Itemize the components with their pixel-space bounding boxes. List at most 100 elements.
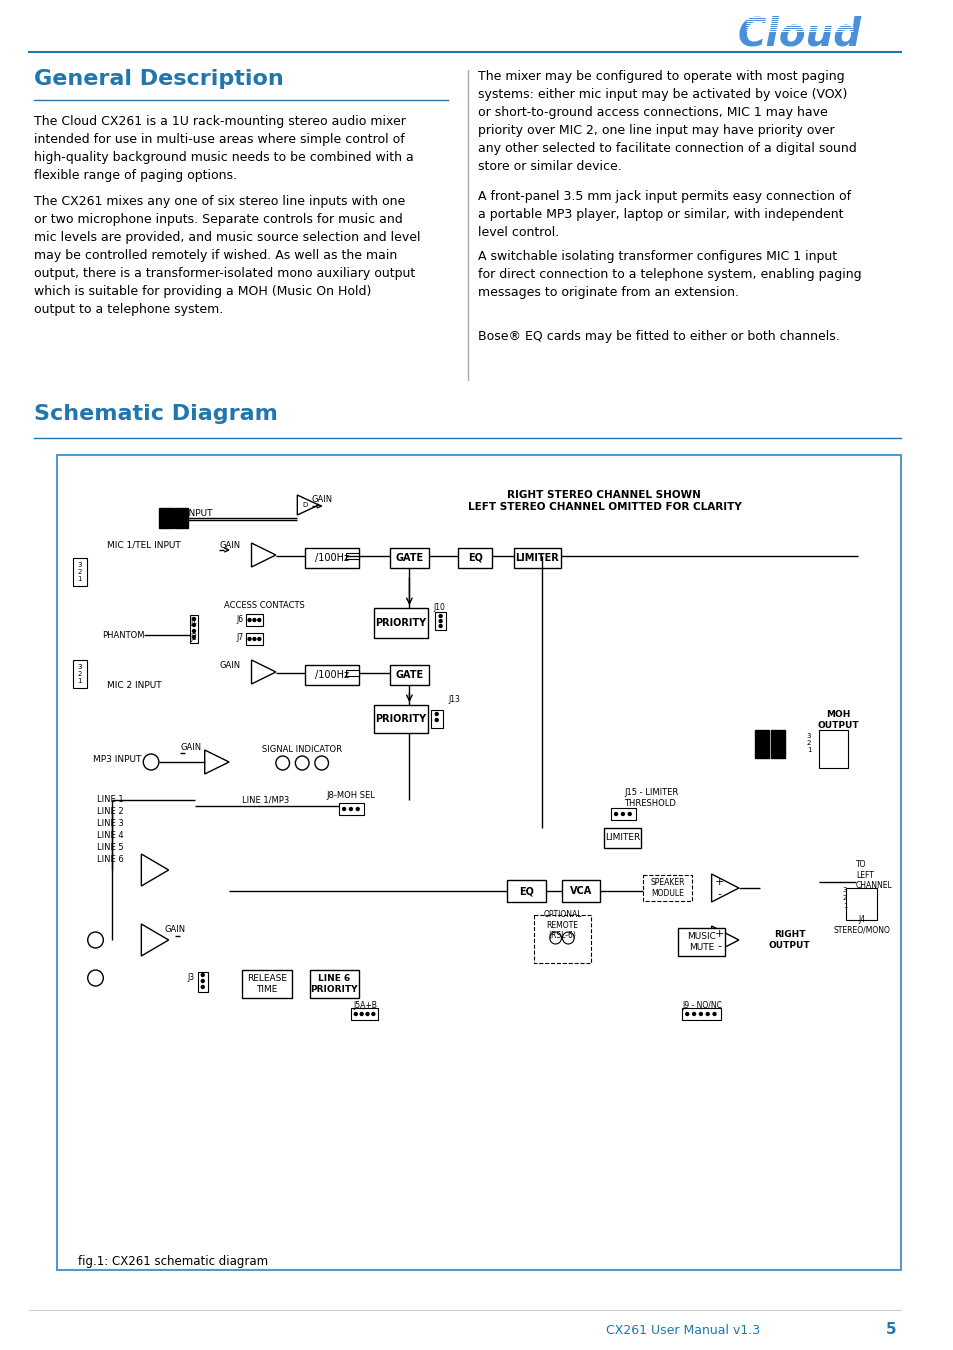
Circle shape [257, 637, 260, 640]
Text: MOH
OUTPUT: MOH OUTPUT [817, 710, 859, 730]
Bar [562, 880, 598, 902]
Bar [374, 608, 428, 639]
Text: D: D [302, 502, 308, 508]
Bar [457, 548, 492, 568]
Bar [818, 730, 847, 768]
Bar [513, 548, 560, 568]
Circle shape [712, 1012, 716, 1015]
Text: J3: J3 [188, 973, 194, 983]
Text: J6: J6 [236, 616, 243, 625]
Circle shape [620, 813, 623, 815]
Circle shape [193, 624, 195, 626]
Bar [681, 1008, 720, 1021]
Text: LINE 5: LINE 5 [97, 844, 124, 852]
Bar [245, 633, 263, 645]
Text: J15 - LIMITER
THRESHOLD: J15 - LIMITER THRESHOLD [623, 788, 678, 807]
Circle shape [253, 618, 255, 621]
Text: GATE: GATE [395, 670, 423, 680]
Circle shape [193, 617, 195, 621]
Text: J7: J7 [236, 633, 243, 643]
Text: GAIN: GAIN [165, 926, 186, 934]
Text: RIGHT
OUTPUT: RIGHT OUTPUT [768, 930, 809, 949]
Circle shape [628, 813, 631, 815]
Text: LINE 2: LINE 2 [97, 807, 124, 817]
Bar [534, 915, 590, 963]
Circle shape [705, 1012, 708, 1015]
Bar [506, 880, 545, 902]
Bar [374, 705, 428, 733]
Bar [245, 614, 263, 626]
Text: PRIORITY: PRIORITY [375, 714, 426, 724]
Bar [56, 455, 900, 1270]
Text: CX261 User Manual v1.3: CX261 User Manual v1.3 [605, 1323, 760, 1336]
Text: EQ: EQ [518, 886, 534, 896]
Text: J5A+B: J5A+B [354, 1000, 377, 1010]
Circle shape [257, 618, 260, 621]
Bar [604, 828, 640, 848]
Text: GAIN: GAIN [219, 660, 240, 670]
Text: 3
2
1: 3 2 1 [77, 562, 82, 582]
Circle shape [685, 1012, 688, 1015]
Text: GAIN: GAIN [219, 540, 240, 549]
Bar [845, 888, 877, 919]
Text: The Cloud CX261 is a 1U rack-mounting stereo audio mixer
intended for use in mul: The Cloud CX261 is a 1U rack-mounting st… [34, 115, 414, 182]
Text: MIC 1/TEL INPUT: MIC 1/TEL INPUT [107, 540, 181, 549]
Text: LINE 6
PRIORITY: LINE 6 PRIORITY [311, 975, 357, 994]
Circle shape [366, 1012, 369, 1015]
Text: PRIORITY: PRIORITY [375, 618, 426, 628]
Bar [431, 710, 442, 728]
Text: The CX261 mixes any one of six stereo line inputs with one
or two microphone inp: The CX261 mixes any one of six stereo li… [34, 194, 420, 316]
Bar [73, 660, 87, 688]
Text: 3
2
1: 3 2 1 [77, 664, 82, 684]
Text: fig.1: CX261 schematic diagram: fig.1: CX261 schematic diagram [78, 1256, 268, 1268]
Circle shape [253, 637, 255, 640]
Text: PHANTOM: PHANTOM [102, 630, 145, 640]
Text: Schematic Diagram: Schematic Diagram [34, 404, 277, 424]
Bar [190, 616, 197, 643]
Text: J13: J13 [448, 695, 459, 705]
Text: J10: J10 [434, 603, 445, 613]
Bar [73, 558, 87, 586]
Bar [174, 508, 188, 528]
Bar [197, 972, 208, 992]
Circle shape [193, 636, 195, 639]
Text: VCA: VCA [569, 886, 592, 896]
Text: A front-panel 3.5 mm jack input permits easy connection of
a portable MP3 player: A front-panel 3.5 mm jack input permits … [477, 190, 850, 239]
Text: Bose® EQ cards may be fitted to either or both channels.: Bose® EQ cards may be fitted to either o… [477, 329, 839, 343]
Circle shape [355, 807, 359, 810]
Bar [346, 554, 358, 559]
Circle shape [354, 1012, 356, 1015]
Text: J1: J1 [190, 617, 196, 626]
Circle shape [248, 618, 251, 621]
Bar [159, 508, 172, 528]
Text: LINE 1/MP3: LINE 1/MP3 [241, 795, 289, 805]
Text: -: - [717, 890, 720, 899]
Circle shape [435, 718, 437, 721]
Text: LINE 1: LINE 1 [97, 795, 124, 805]
Text: ACCESS CONTACTS: ACCESS CONTACTS [224, 601, 305, 609]
Bar [241, 971, 293, 998]
Text: 2: 2 [806, 740, 810, 747]
Text: OPTIONAL
REMOTE
(RSL-6): OPTIONAL REMOTE (RSL-6) [542, 910, 581, 940]
Text: GAIN: GAIN [312, 495, 333, 505]
Text: MP3 INPUT: MP3 INPUT [92, 756, 141, 764]
Text: RIGHT STEREO CHANNEL SHOWN
LEFT STEREO CHANNEL OMITTED FOR CLARITY: RIGHT STEREO CHANNEL SHOWN LEFT STEREO C… [467, 490, 740, 512]
Bar [305, 548, 358, 568]
Text: 1: 1 [842, 903, 846, 909]
Bar [310, 971, 358, 998]
Text: TO
LEFT
CHANNEL: TO LEFT CHANNEL [855, 860, 892, 890]
Text: A switchable isolating transformer configures MIC 1 input
for direct connection : A switchable isolating transformer confi… [477, 250, 861, 298]
Text: GAIN: GAIN [180, 744, 201, 752]
Text: MUSIC
MUTE: MUSIC MUTE [687, 933, 716, 952]
Circle shape [438, 625, 441, 628]
Circle shape [692, 1012, 695, 1015]
Bar [770, 730, 784, 757]
Text: /100Hz: /100Hz [314, 670, 349, 680]
Circle shape [201, 986, 204, 988]
Circle shape [438, 614, 441, 617]
Text: -: - [717, 941, 720, 950]
Text: /100Hz: /100Hz [314, 554, 349, 563]
Circle shape [193, 629, 195, 633]
Text: The mixer may be configured to operate with most paging
systems: either mic inpu: The mixer may be configured to operate w… [477, 70, 856, 173]
Text: LINE 3: LINE 3 [97, 819, 124, 829]
